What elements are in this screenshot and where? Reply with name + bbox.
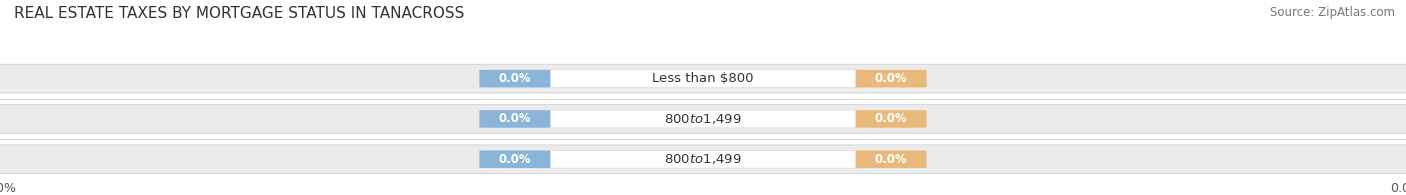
Text: 0.0%: 0.0% [499,153,531,166]
FancyBboxPatch shape [855,110,927,128]
FancyBboxPatch shape [855,151,927,168]
Text: $800 to $1,499: $800 to $1,499 [664,112,742,126]
Text: 0.0%: 0.0% [875,153,907,166]
Text: 0.0%: 0.0% [499,72,531,85]
Text: $800 to $1,499: $800 to $1,499 [664,152,742,166]
FancyBboxPatch shape [0,145,1406,174]
FancyBboxPatch shape [541,110,865,128]
FancyBboxPatch shape [541,150,865,168]
FancyBboxPatch shape [479,110,551,128]
Text: REAL ESTATE TAXES BY MORTGAGE STATUS IN TANACROSS: REAL ESTATE TAXES BY MORTGAGE STATUS IN … [14,6,464,21]
FancyBboxPatch shape [479,70,551,87]
Text: 0.0%: 0.0% [875,72,907,85]
FancyBboxPatch shape [541,70,865,88]
FancyBboxPatch shape [479,151,551,168]
Text: Less than $800: Less than $800 [652,72,754,85]
Text: Source: ZipAtlas.com: Source: ZipAtlas.com [1270,6,1395,19]
FancyBboxPatch shape [0,105,1406,133]
FancyBboxPatch shape [855,70,927,87]
Text: 0.0%: 0.0% [875,113,907,125]
FancyBboxPatch shape [0,64,1406,93]
Text: 0.0%: 0.0% [499,113,531,125]
